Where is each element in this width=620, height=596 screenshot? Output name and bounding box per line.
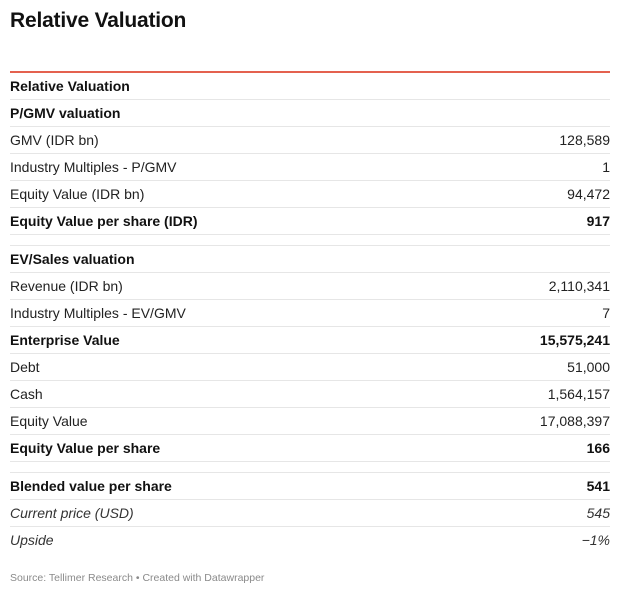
table-row: Revenue (IDR bn) 2,110,341 <box>10 273 610 300</box>
table-row: Blended value per share 541 <box>10 472 610 500</box>
row-label: Current price (USD) <box>10 505 134 521</box>
row-value: 545 <box>586 505 610 521</box>
section-header-pgmv: P/GMV valuation <box>10 100 610 127</box>
table-header: Relative Valuation <box>10 78 130 94</box>
section-header-evsales: EV/Sales valuation <box>10 245 610 273</box>
row-label: Equity Value <box>10 413 88 429</box>
table-row: Equity Value per share (IDR) 917 <box>10 208 610 235</box>
row-label: Industry Multiples - EV/GMV <box>10 305 186 321</box>
table-row: GMV (IDR bn) 128,589 <box>10 127 610 154</box>
row-value: 541 <box>586 478 610 494</box>
row-label: Blended value per share <box>10 478 172 494</box>
table-row: Industry Multiples - EV/GMV 7 <box>10 300 610 327</box>
page-title: Relative Valuation <box>10 9 187 32</box>
row-label: Revenue (IDR bn) <box>10 278 123 294</box>
row-value: 17,088,397 <box>539 413 610 429</box>
row-value: −1% <box>581 532 610 548</box>
table-row: Enterprise Value 15,575,241 <box>10 327 610 354</box>
row-value: 15,575,241 <box>539 332 610 348</box>
row-label: Equity Value per share (IDR) <box>10 213 198 229</box>
row-value: 51,000 <box>567 359 610 375</box>
row-label: Enterprise Value <box>10 332 120 348</box>
row-value: 166 <box>586 440 610 456</box>
row-label: Industry Multiples - P/GMV <box>10 159 177 175</box>
row-value: 94,472 <box>567 186 610 202</box>
table-row: Cash 1,564,157 <box>10 381 610 408</box>
row-value: 128,589 <box>559 132 610 148</box>
row-value: 1 <box>602 159 610 175</box>
table-row: Upside −1% <box>10 527 610 553</box>
row-label: Equity Value (IDR bn) <box>10 186 145 202</box>
section-title: EV/Sales valuation <box>10 251 135 267</box>
table-row: Equity Value (IDR bn) 94,472 <box>10 181 610 208</box>
section-title: P/GMV valuation <box>10 105 121 121</box>
row-label: Equity Value per share <box>10 440 161 456</box>
row-label: Debt <box>10 359 40 375</box>
table-row: Current price (USD) 545 <box>10 500 610 527</box>
row-label: GMV (IDR bn) <box>10 132 99 148</box>
table-row: Debt 51,000 <box>10 354 610 381</box>
table-header-row: Relative Valuation <box>10 73 610 100</box>
source-footnote: Source: Tellimer Research • Created with… <box>10 572 265 584</box>
row-value: 7 <box>602 305 610 321</box>
row-value: 917 <box>586 213 610 229</box>
valuation-table: Relative Valuation P/GMV valuation GMV (… <box>10 71 610 553</box>
table-row: Industry Multiples - P/GMV 1 <box>10 154 610 181</box>
table-row: Equity Value per share 166 <box>10 435 610 462</box>
table-row: Equity Value 17,088,397 <box>10 408 610 435</box>
row-label: Upside <box>10 532 54 548</box>
row-value: 1,564,157 <box>547 386 610 402</box>
row-value: 2,110,341 <box>548 278 610 294</box>
row-label: Cash <box>10 386 43 402</box>
